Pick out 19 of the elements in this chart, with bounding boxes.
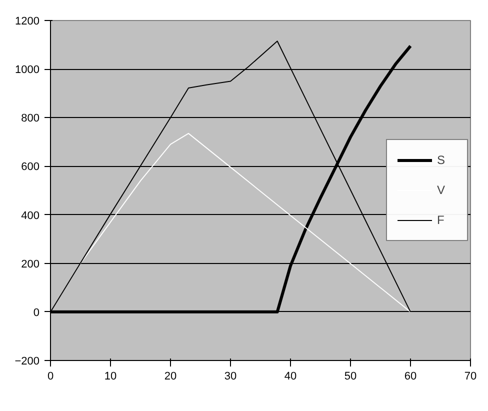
y-tick-label: 800 xyxy=(21,112,40,125)
y-tick-label: 400 xyxy=(21,210,40,222)
y-tick-label: 600 xyxy=(21,161,40,174)
legend-label: S xyxy=(437,153,446,167)
x-tick-label: 50 xyxy=(344,370,357,382)
text: V xyxy=(437,183,446,197)
y-tick-label: 1000 xyxy=(15,64,40,76)
x-tick-label: 0 xyxy=(47,370,54,382)
y-tick-label: 200 xyxy=(21,258,40,270)
x-tick-label: 20 xyxy=(164,370,177,382)
x-tick-label: 30 xyxy=(224,370,237,382)
legend-label: F xyxy=(437,213,446,227)
x-tick-label: 10 xyxy=(104,370,117,382)
x-tick-label: 60 xyxy=(404,370,417,382)
x-tick-label: 70 xyxy=(464,370,477,382)
y-tick-label: 0 xyxy=(33,306,40,319)
y-tick-label: −200 xyxy=(14,356,40,368)
x-tick-label: 40 xyxy=(284,370,297,382)
y-tick-label: 1200 xyxy=(15,16,40,28)
